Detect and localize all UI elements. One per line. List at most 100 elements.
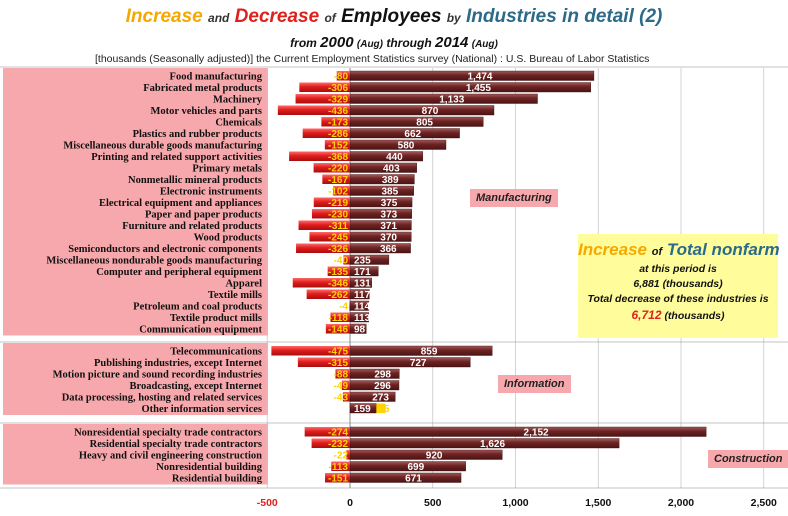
category-label: Fabricated metal products — [143, 83, 262, 94]
increase-value-label: 1,626 — [480, 439, 505, 450]
title-employees: Employees — [341, 6, 442, 27]
subtitle-start-year: 2000 — [320, 34, 354, 51]
increase-value-label: 699 — [407, 462, 424, 473]
decrease-bar — [311, 209, 350, 219]
decrease-value-label: -436 — [328, 106, 348, 117]
decrease-bar — [322, 174, 350, 184]
decrease-bar — [321, 117, 350, 127]
category-label: Other information services — [141, 404, 262, 415]
category-label: Apparel — [225, 278, 262, 289]
category-label: Machinery — [213, 94, 263, 105]
decrease-value-label: -245 — [328, 232, 348, 243]
subtitle-end-month: (Aug) — [471, 39, 498, 50]
total-decrease-line: Total decrease of these industries is — [587, 293, 769, 305]
category-label: Miscellaneous nondurable goods manufactu… — [46, 255, 262, 266]
decrease-value-label: -80 — [334, 71, 349, 82]
decrease-bar — [309, 232, 350, 242]
decrease-value-label: -230 — [328, 209, 348, 220]
decrease-value-label: -219 — [328, 198, 348, 209]
category-label: Communication equipment — [139, 324, 262, 335]
decrease-value-label: -286 — [328, 129, 348, 140]
category-label: Plastics and rubber products — [133, 129, 262, 140]
total-increase-value: 6,881 — [633, 278, 660, 290]
decrease-value-label: -4 — [339, 301, 348, 312]
category-label: Nonresidential specialty trade contracto… — [74, 427, 262, 438]
increase-value-label: 117 — [354, 290, 371, 301]
increase-value-label: 171 — [354, 267, 371, 278]
category-label: Computer and peripheral equipment — [96, 267, 262, 278]
decrease-bar — [313, 197, 350, 207]
decrease-value-label: -262 — [328, 290, 348, 301]
decrease-bar — [306, 289, 350, 299]
category-label: Paper and paper products — [145, 209, 262, 220]
decrease-value-label: -306 — [328, 83, 348, 94]
decrease-bar — [331, 461, 350, 471]
category-label: Primary metals — [192, 163, 262, 174]
decrease-value-label: -43 — [334, 392, 349, 403]
increase-value-label: 296 — [374, 381, 391, 392]
decrease-value-label: -151 — [328, 473, 348, 484]
decrease-bar — [333, 186, 350, 196]
category-label: Textile mills — [208, 290, 262, 301]
decrease-value-label: -232 — [328, 439, 348, 450]
increase-value-label: 580 — [398, 140, 415, 151]
section-label-manufacturing: Manufacturing — [470, 189, 558, 207]
increase-value-label: 1,474 — [467, 71, 492, 82]
increase-value-label: 1,455 — [466, 83, 491, 94]
category-label: Textile product mills — [170, 313, 262, 324]
decrease-bar — [311, 438, 350, 448]
x-tick-label: 0 — [347, 497, 353, 509]
x-tick-label: 1,500 — [585, 497, 611, 509]
decrease-value-label: -475 — [328, 346, 348, 357]
decrease-bar — [302, 128, 350, 138]
title-increase: Increase — [125, 6, 203, 27]
increase-value-label: 662 — [404, 129, 421, 140]
category-label: Nonresidential building — [156, 462, 262, 473]
decrease-value-label: -88 — [334, 369, 349, 380]
increase-value-label: 1,133 — [439, 94, 464, 105]
category-label: Residential building — [172, 473, 263, 484]
row-bands — [3, 68, 268, 485]
title-of: of — [324, 11, 336, 25]
decrease-bar — [343, 255, 350, 265]
decrease-bar — [342, 392, 350, 402]
source-note: [thousands (Seasonally adjusted)] the Cu… — [95, 53, 650, 65]
total-increase-word: Increase — [578, 240, 647, 259]
increase-value-label: 920 — [426, 450, 443, 461]
category-label: Electronic instruments — [160, 186, 262, 197]
total-nonfarm-label: Total nonfarm — [666, 240, 780, 259]
category-label: Broadcasting, except Internet — [130, 381, 263, 392]
category-label: Food manufacturing — [170, 71, 263, 82]
total-of-word: of — [651, 246, 663, 258]
category-label: Chemicals — [215, 117, 262, 128]
x-tick-label: -500 — [257, 497, 278, 509]
increase-value-label: 113 — [354, 313, 371, 324]
decrease-bar — [336, 71, 350, 81]
increase-value-label: 2,152 — [524, 427, 549, 438]
section-band — [3, 343, 268, 415]
decrease-value-label: -152 — [328, 140, 348, 151]
increase-value-label: 870 — [422, 106, 439, 117]
decrease-bar — [341, 380, 350, 390]
decrease-value-label: -118 — [329, 313, 349, 324]
decrease-bar — [325, 473, 350, 483]
decrease-bar — [296, 243, 350, 253]
increase-value-label: 373 — [381, 209, 398, 220]
decrease-bar — [376, 403, 386, 413]
section-band — [3, 68, 268, 336]
decrease-value-label: -329 — [328, 94, 348, 105]
decrease-value-label: -40 — [334, 255, 349, 266]
decrease-bar — [349, 301, 350, 311]
decrease-value-label: -311 — [329, 221, 349, 232]
category-label: Motion picture and sound recording indus… — [53, 369, 262, 380]
subtitle-through: through — [386, 36, 432, 50]
increase-value-label: 375 — [381, 198, 398, 209]
decrease-value-label: -22 — [334, 450, 349, 461]
decrease-bar — [346, 450, 350, 460]
decrease-value-label: -173 — [328, 117, 348, 128]
increase-value-label: 671 — [405, 473, 422, 484]
increase-value-label: 370 — [380, 232, 397, 243]
category-label: Data processing, hosting and related ser… — [62, 392, 262, 403]
section-label-construction: Construction — [708, 450, 788, 468]
decrease-value-label: -220 — [328, 163, 348, 174]
